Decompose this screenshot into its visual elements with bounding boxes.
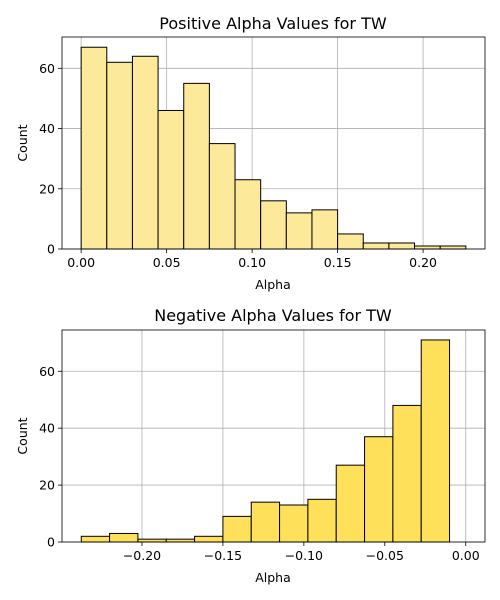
y-tick-label: 20: [39, 181, 55, 196]
histogram-bar: [165, 538, 196, 543]
x-tick-label: 0.05: [153, 255, 181, 270]
histogram-bar: [364, 436, 394, 543]
histogram-bar: [80, 46, 108, 250]
histogram-bar: [420, 339, 451, 543]
histogram-bar: [439, 245, 467, 250]
histogram-bar: [106, 61, 133, 250]
histogram-bar: [362, 242, 390, 250]
histogram-bar: [194, 535, 224, 543]
x-tick-label: 0.00: [67, 255, 95, 270]
x-axis-label: Alpha: [255, 570, 291, 585]
histogram-bar: [285, 212, 313, 250]
histogram-bar: [222, 515, 252, 543]
y-ticks: 0 20 40 60: [39, 364, 62, 550]
bars: [80, 339, 451, 543]
chart-positive-alpha: Positive Alpha Values for TW 0.00 0.05 0.1…: [15, 14, 486, 292]
y-axis-label: Count: [15, 124, 30, 161]
chart-negative-alpha: Negative Alpha Values for TW −0.20 −0.15−…: [15, 306, 486, 585]
histogram-bar: [157, 109, 185, 250]
x-tick-label: 0.15: [324, 255, 352, 270]
histogram-bar: [234, 179, 262, 250]
histogram-bar: [80, 535, 111, 543]
y-ticks: 0 20 40 60: [39, 61, 62, 257]
x-ticks: −0.20 −0.15 −0.10 −0.05 0.00: [123, 542, 480, 563]
x-tick-label: −0.05: [366, 548, 404, 563]
histogram-bar: [250, 501, 281, 543]
y-tick-label: 60: [39, 364, 55, 379]
x-tick-label: −0.15: [204, 548, 242, 563]
histogram-bar: [335, 464, 366, 543]
y-tick-label: 0: [47, 242, 55, 257]
histogram-bar: [307, 498, 337, 543]
plot-frame: [61, 329, 486, 543]
y-tick-label: 40: [39, 421, 55, 436]
x-ticks: 0.00 0.05 0.10 0.15 0.20: [67, 249, 437, 270]
chart-title: Positive Alpha Values for TW: [159, 14, 387, 33]
histogram-bar: [208, 143, 236, 250]
histogram-bar: [337, 233, 364, 250]
histogram-bar: [109, 532, 139, 543]
histogram-bar: [392, 404, 422, 543]
x-tick-label: 0.20: [409, 255, 437, 270]
y-axis-label: Count: [15, 417, 30, 454]
histogram-bar: [388, 242, 416, 250]
x-tick-label: −0.20: [123, 548, 161, 563]
histogram-bar: [137, 538, 167, 543]
y-tick-label: 0: [47, 535, 55, 550]
x-tick-label: −0.10: [285, 548, 323, 563]
x-tick-label: 0.00: [452, 548, 480, 563]
bars: [80, 46, 467, 250]
histogram-bar: [260, 200, 287, 250]
histogram-bar: [414, 245, 441, 250]
x-tick-label: 0.10: [238, 255, 266, 270]
y-tick-label: 60: [39, 61, 55, 76]
y-tick-label: 40: [39, 121, 55, 136]
chart-title: Negative Alpha Values for TW: [154, 306, 392, 325]
histogram-bar: [311, 209, 339, 250]
histogram-bar: [131, 55, 159, 250]
y-tick-label: 20: [39, 478, 55, 493]
x-axis-label: Alpha: [255, 277, 291, 292]
histogram-bar: [183, 82, 210, 250]
histogram-bar: [279, 504, 309, 543]
plot-frame: [61, 36, 486, 250]
